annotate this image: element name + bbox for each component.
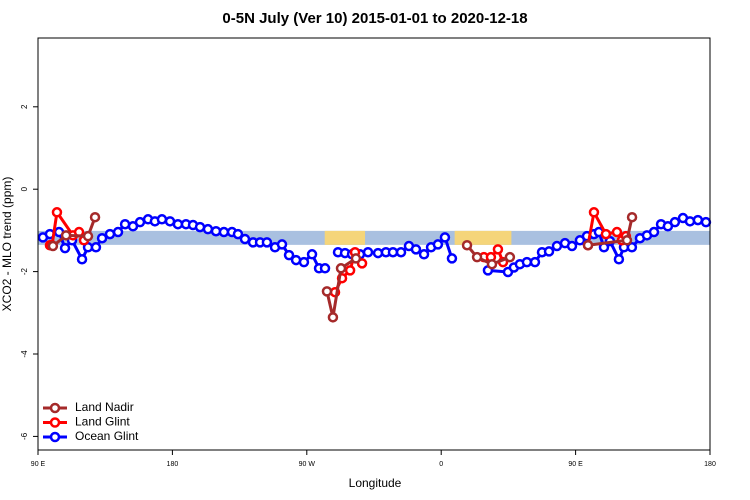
point: [321, 286, 333, 297]
point: [319, 263, 331, 274]
point: [626, 242, 638, 253]
y-axis-label: XCO2 - MLO trend (ppm): [0, 177, 14, 312]
point: [327, 312, 339, 323]
point: [529, 256, 541, 268]
point: [621, 235, 633, 246]
chart-title: 0-5N July (Ver 10) 2015-01-01 to 2020-12…: [222, 10, 527, 27]
point: [261, 237, 273, 248]
point: [648, 226, 660, 238]
legend-marker: [49, 417, 61, 428]
point: [588, 207, 600, 218]
x-tick-label: 180: [167, 461, 179, 468]
legend-label: Land Nadir: [75, 400, 134, 414]
point: [232, 228, 244, 240]
point: [611, 226, 623, 238]
point: [51, 207, 63, 218]
point: [471, 251, 483, 263]
point: [410, 244, 422, 255]
point: [504, 251, 516, 263]
series-line: [51, 216, 634, 318]
y-tick-label: -4: [20, 350, 29, 358]
legend-label: Ocean Glint: [75, 429, 139, 443]
plot-frame: [37, 37, 711, 451]
point: [202, 223, 214, 235]
point: [439, 232, 451, 243]
point: [551, 240, 563, 252]
y-tick-label: 2: [20, 104, 29, 109]
point: [298, 256, 310, 268]
x-axis-label: Longitude: [349, 476, 402, 490]
point: [90, 242, 102, 253]
point: [350, 253, 362, 264]
y-tick-label: 0: [20, 186, 29, 191]
point: [134, 216, 146, 228]
point: [387, 246, 399, 258]
x-tick-label: 180: [704, 461, 716, 468]
point: [344, 265, 356, 276]
point: [692, 214, 704, 226]
point: [461, 239, 473, 251]
point: [172, 218, 184, 230]
legend-marker: [49, 431, 61, 443]
point: [613, 253, 625, 265]
point: [283, 249, 295, 261]
point: [76, 253, 88, 265]
point: [306, 249, 318, 260]
point: [543, 246, 555, 257]
point: [492, 244, 504, 255]
point: [89, 211, 101, 223]
x-tick-label: 90 E: [31, 461, 46, 468]
point: [82, 230, 94, 242]
point: [566, 240, 578, 252]
point: [446, 253, 458, 264]
x-tick-label: 0: [439, 461, 443, 468]
point: [239, 233, 251, 245]
point: [669, 216, 681, 228]
point: [521, 256, 533, 268]
point: [276, 239, 288, 250]
point: [582, 239, 594, 251]
point: [59, 242, 71, 254]
point: [112, 226, 124, 238]
point: [156, 214, 168, 225]
x-tick-label: 90 W: [299, 461, 316, 468]
point: [395, 246, 407, 258]
point: [600, 228, 612, 240]
point: [486, 258, 498, 270]
y-tick-label: -6: [20, 432, 29, 440]
point: [418, 249, 430, 260]
y-tick-label: -2: [20, 268, 29, 276]
point: [104, 228, 116, 240]
point: [96, 232, 108, 244]
point: [335, 263, 347, 274]
legend-label: Land Glint: [75, 415, 130, 429]
point: [218, 226, 230, 238]
point: [700, 216, 712, 228]
point: [60, 230, 72, 241]
point: [47, 240, 59, 252]
point: [626, 211, 638, 223]
point: [432, 239, 444, 250]
x-tick-label: 90 E: [568, 461, 583, 468]
point: [684, 216, 696, 227]
point: [362, 246, 374, 258]
legend-marker: [49, 402, 61, 414]
